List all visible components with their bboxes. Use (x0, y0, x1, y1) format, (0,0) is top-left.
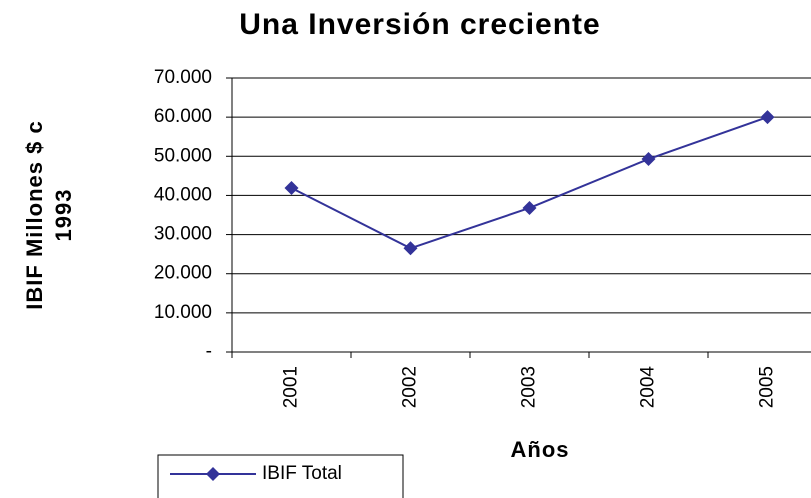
chart-title: Una Inversión creciente (239, 8, 600, 41)
plot-frame (231, 77, 811, 353)
data-line (291, 116, 768, 250)
data-point (522, 200, 537, 215)
x-axis-label: Años (511, 437, 570, 462)
y-tick-label: 10.000 (154, 302, 212, 323)
x-tick-label: 2001 (281, 366, 302, 408)
data-point (403, 241, 418, 256)
legend-marker (206, 467, 220, 481)
y-tick-label: - (206, 341, 212, 362)
y-tick-label: 70.000 (154, 67, 212, 88)
legend-label: IBIF Total (262, 463, 342, 484)
x-tick-label: 2003 (519, 366, 540, 408)
data-point (284, 180, 299, 195)
y-axis-label: 1993 (51, 189, 76, 242)
y-tick-label: 50.000 (154, 145, 212, 166)
y-tick-label: 60.000 (154, 106, 212, 127)
y-tick-label: 40.000 (154, 184, 212, 205)
y-tick-label: 30.000 (154, 224, 212, 245)
legend-box (157, 454, 404, 498)
x-tick-label: 2005 (757, 366, 778, 408)
y-tick-label: 20.000 (154, 263, 212, 284)
x-tick-label: 2002 (400, 366, 421, 408)
data-point (641, 152, 656, 167)
data-point (760, 110, 775, 125)
x-tick-label: 2004 (638, 366, 659, 409)
y-axis-label: IBIF Millones $ c (22, 120, 47, 309)
